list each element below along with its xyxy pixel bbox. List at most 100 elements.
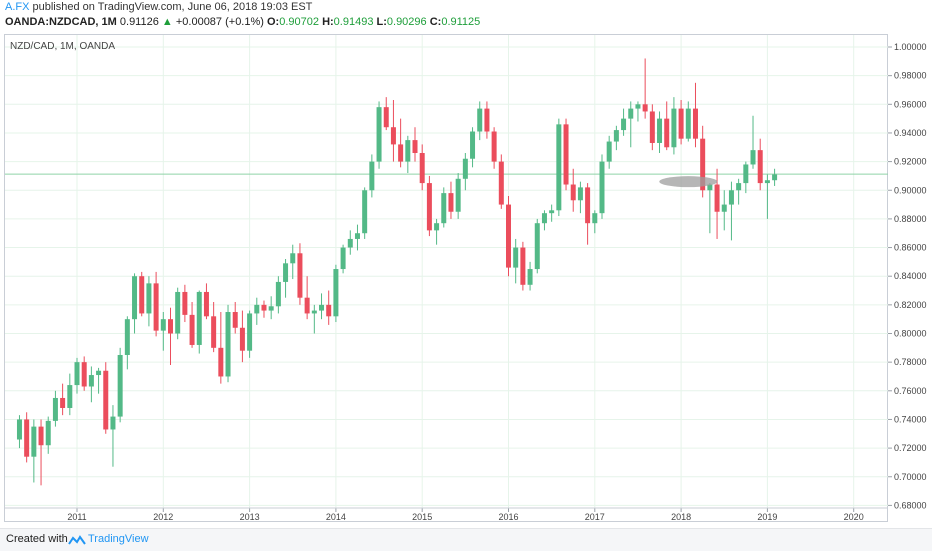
candle-body — [110, 416, 116, 430]
candle-body — [649, 111, 655, 143]
y-tick-label: 0.86000 — [894, 243, 927, 253]
candle-body — [592, 213, 598, 224]
y-tick-label: 0.96000 — [894, 99, 927, 109]
candle-body — [671, 108, 677, 148]
candlestick-chart[interactable]: NZD/CAD, 1M, OANDA 1.00000 0.98000 0.96000… — [0, 0, 932, 528]
candle-body — [692, 108, 698, 139]
open-value: 0.90702 — [279, 16, 319, 28]
low-label: L: — [376, 16, 387, 28]
candle-body — [750, 150, 756, 165]
tradingview-link[interactable]: TradingView — [88, 533, 149, 545]
candle-down — [678, 100, 684, 145]
candle-body — [563, 124, 569, 185]
candle-down — [153, 271, 159, 337]
candle-up — [311, 304, 317, 334]
candle-up — [110, 405, 116, 467]
candle-body — [549, 210, 555, 214]
candle-body — [577, 187, 583, 201]
footer: Created with TradingView — [0, 528, 932, 551]
candle-down — [297, 243, 303, 305]
candle-up — [772, 168, 778, 186]
candle-up — [657, 111, 663, 154]
candle-up — [175, 287, 181, 340]
candle-up — [577, 181, 583, 214]
y-tick-label: 0.70000 — [894, 472, 927, 482]
candle-up — [736, 178, 742, 205]
candle-body — [585, 187, 591, 224]
high-value: 0.91493 — [333, 16, 374, 28]
candle-body — [477, 108, 483, 132]
candle-body — [146, 283, 152, 314]
candle-body — [254, 304, 260, 314]
created-with-text: Created with — [6, 533, 68, 545]
candle-body — [405, 140, 411, 162]
candle-body — [189, 314, 195, 345]
candle-up — [146, 276, 152, 327]
candle-down — [38, 419, 44, 486]
candle-down — [103, 362, 109, 434]
candle-body — [203, 291, 209, 317]
candle-up — [160, 312, 166, 351]
candle-body — [52, 397, 58, 421]
candle-up — [405, 135, 411, 174]
candle-up — [52, 390, 58, 427]
candle-body — [534, 223, 540, 270]
candle-up — [376, 101, 382, 169]
y-tick-label: 0.88000 — [894, 214, 927, 224]
candle-up — [592, 210, 598, 234]
candle-body — [520, 247, 526, 285]
candle-body — [139, 276, 145, 314]
candle-down — [218, 312, 224, 384]
candle-up — [31, 419, 37, 483]
candle-body — [247, 313, 253, 351]
candle-down — [491, 127, 497, 169]
candle-up — [290, 244, 296, 280]
candle-up — [462, 153, 468, 191]
y-tick-label: 0.82000 — [894, 300, 927, 310]
y-tick-label: 0.94000 — [894, 128, 927, 138]
candle-up — [362, 187, 368, 239]
y-tick-label: 0.98000 — [894, 71, 927, 81]
candle-up — [124, 316, 130, 370]
candle-body — [96, 370, 102, 376]
candle-down — [304, 276, 310, 320]
candle-up — [455, 173, 461, 219]
candle-up — [549, 204, 555, 222]
candle-body — [390, 127, 396, 145]
candle-body — [319, 304, 325, 311]
candle-up — [707, 183, 713, 234]
x-tick-label: 2015 — [412, 512, 432, 522]
close-value: 0.91125 — [441, 16, 481, 28]
candle-up — [606, 135, 612, 169]
x-tick-label: 2016 — [498, 512, 518, 522]
candle-up — [196, 290, 202, 354]
candle-up — [333, 264, 339, 323]
candle-up — [599, 154, 605, 219]
candle-body — [498, 161, 504, 205]
candle-body — [311, 310, 317, 314]
candle-down — [692, 82, 698, 148]
y-tick-label: 0.72000 — [894, 443, 927, 453]
candle-up — [477, 101, 483, 141]
candle-up — [470, 127, 476, 168]
candle-down — [426, 175, 432, 237]
candle-body — [491, 131, 497, 162]
candle-body — [570, 184, 576, 201]
y-tick-label: 0.84000 — [894, 271, 927, 281]
candle-body — [283, 263, 289, 282]
candle-up — [441, 187, 447, 228]
candle-down — [261, 300, 267, 318]
chart-frame[interactable] — [4, 34, 888, 522]
candle-up — [621, 108, 627, 136]
x-tick-label: 2013 — [240, 512, 260, 522]
candle-up — [117, 347, 123, 423]
candle-body — [506, 204, 511, 268]
candle-body — [657, 118, 663, 143]
candle-down — [419, 144, 425, 191]
candle-body — [628, 108, 634, 119]
candle-down — [24, 412, 30, 463]
candle-up — [635, 101, 641, 122]
author-link[interactable]: A.FX — [5, 1, 30, 13]
y-tick-label: 0.80000 — [894, 329, 927, 339]
candle-down — [506, 195, 511, 277]
